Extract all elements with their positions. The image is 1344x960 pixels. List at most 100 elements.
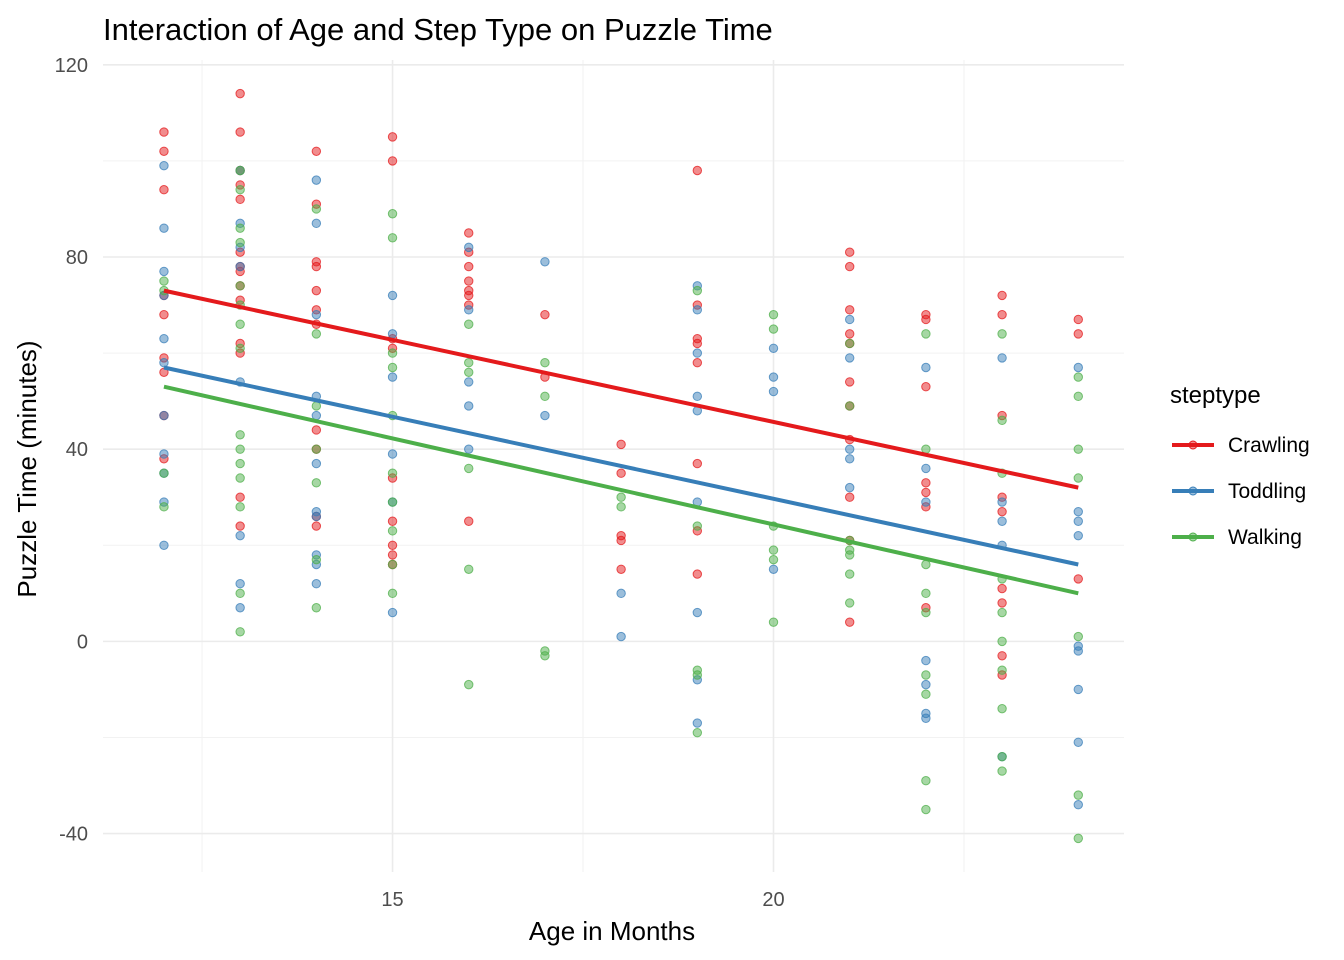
data-point-crawling [997,651,1007,661]
data-point-toddling [311,309,322,320]
data-point-walking [692,670,703,680]
data-point-walking [921,588,931,599]
data-point-crawling [159,127,169,137]
data-point-walking [616,492,626,502]
data-point-toddling [1073,646,1083,656]
data-point-walking [311,478,322,488]
data-point-walking [235,165,245,176]
data-point-crawling [311,261,322,272]
data-point-walking [540,357,550,368]
data-point-toddling [616,588,626,599]
legend-key-point-toddling [1188,486,1198,496]
data-point-crawling [1073,329,1083,339]
data-point-crawling [464,290,474,301]
data-point-walking [921,776,931,786]
data-point-toddling [616,631,626,642]
data-point-toddling [1073,516,1083,526]
data-point-toddling [159,449,169,459]
data-point-walking [235,319,245,329]
data-point-toddling [1073,506,1083,517]
data-point-walking [235,444,245,454]
data-point-crawling [311,146,322,156]
data-point-toddling [311,511,322,522]
data-point-walking [845,598,855,608]
data-point-walking [387,348,398,358]
data-point-crawling [845,305,855,315]
data-point-walking [845,401,855,411]
data-point-toddling [845,314,855,325]
data-point-walking [235,281,245,291]
y-tick-label: 80 [66,247,88,269]
data-point-toddling [311,579,322,589]
data-point-crawling [159,185,169,195]
data-point-crawling [921,487,931,498]
data-point-crawling [845,247,855,257]
data-point-toddling [159,410,169,421]
data-point-crawling [997,290,1007,301]
data-point-walking [311,329,322,339]
data-point-toddling [235,530,245,541]
data-point-toddling [997,497,1007,507]
tick-layer: 15 20 -40 0 40 80 120 [55,55,785,911]
data-point-toddling [159,357,169,368]
y-tick-label: 40 [66,439,88,461]
data-point-walking [311,204,322,214]
data-point-crawling [616,439,626,450]
trend-line-walking [163,384,1079,596]
data-point-crawling [616,535,626,546]
data-point-crawling [921,478,931,488]
data-point-crawling [387,540,398,550]
data-point-toddling [387,449,398,459]
data-point-crawling [845,617,855,627]
data-point-toddling [387,607,398,618]
x-tick-label: 20 [762,889,784,911]
data-point-walking [235,237,245,248]
data-point-walking [540,651,550,661]
y-tick-label: 0 [77,631,88,653]
data-point-toddling [997,516,1007,526]
data-point-crawling [997,598,1007,608]
data-point-toddling [464,401,474,411]
y-axis-title: Puzzle Time (minutes) [12,340,42,597]
data-point-crawling [311,425,322,435]
data-point-walking [921,607,931,618]
data-point-walking [311,603,322,613]
data-point-crawling [616,564,626,575]
data-point-walking [235,627,245,637]
data-point-walking [235,343,245,353]
data-point-crawling [387,550,398,560]
data-point-toddling [768,564,779,575]
data-point-walking [921,804,931,815]
data-point-walking [311,554,322,565]
data-point-crawling [692,357,703,368]
data-point-walking [997,329,1007,339]
data-point-walking [997,636,1007,647]
data-point-walking [768,309,779,320]
legend: steptype Crawling Toddling Walking [1170,382,1310,549]
data-point-walking [464,357,474,368]
data-point-crawling [845,377,855,387]
data-point-walking [921,689,931,699]
data-point-crawling [921,314,931,325]
data-point-walking [235,502,245,512]
data-point-crawling [235,521,245,531]
data-point-toddling [845,353,855,363]
data-point-walking [921,670,931,680]
data-point-toddling [997,353,1007,363]
data-point-walking [235,588,245,599]
data-point-toddling [159,266,169,277]
legend-label-crawling: Crawling [1228,434,1310,457]
data-point-walking [387,362,398,373]
data-point-toddling [1073,684,1083,695]
data-point-crawling [464,228,474,238]
data-point-crawling [311,285,322,296]
data-point-crawling [1073,574,1083,584]
data-point-walking [159,502,169,512]
data-point-walking [1073,391,1083,402]
data-point-walking [159,276,169,286]
data-point-toddling [387,329,398,339]
data-point-toddling [540,410,550,421]
data-point-toddling [768,372,779,382]
data-point-toddling [921,362,931,373]
data-point-walking [464,319,474,329]
